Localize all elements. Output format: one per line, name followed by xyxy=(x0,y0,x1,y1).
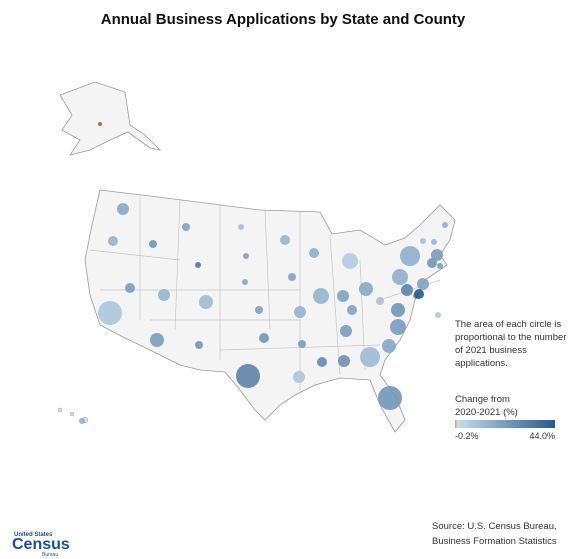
bubble xyxy=(308,247,320,259)
note: The area of each circle is proportional … xyxy=(455,319,567,369)
legend-low-mark xyxy=(455,420,457,428)
bubble xyxy=(98,301,122,325)
bubble xyxy=(341,252,359,270)
bubble xyxy=(98,122,102,126)
bubble xyxy=(258,332,270,344)
bubble xyxy=(312,287,330,305)
bubble xyxy=(339,324,353,338)
bubble xyxy=(430,238,438,246)
bubble xyxy=(124,282,136,294)
bubble xyxy=(441,221,449,229)
bubble xyxy=(157,288,171,302)
source-2: Business Formation Statistics xyxy=(432,536,557,547)
logo-bottom: Bureau xyxy=(42,552,58,558)
logo-top: United States xyxy=(14,532,53,538)
title: Annual Business Applications by State an… xyxy=(101,11,466,28)
bubble xyxy=(316,356,328,368)
legend-gradient xyxy=(455,420,555,428)
bubble xyxy=(358,281,374,297)
source-1: Source: U.S. Census Bureau, xyxy=(432,521,557,532)
legend-min-label: -0.2% xyxy=(455,431,479,441)
alaska xyxy=(59,81,162,156)
legend-max-label: 44.0% xyxy=(529,431,555,441)
bubble xyxy=(149,332,165,348)
bubble xyxy=(198,294,214,310)
bubble xyxy=(378,386,402,410)
bubble xyxy=(346,304,358,316)
bubble xyxy=(436,262,444,270)
bubble xyxy=(237,223,245,231)
bubble xyxy=(426,257,438,269)
bubble xyxy=(194,340,204,350)
bubble xyxy=(375,296,385,306)
bubble xyxy=(400,283,414,297)
us-outline xyxy=(84,189,456,433)
bubble xyxy=(391,268,409,286)
hawaii-island xyxy=(57,407,63,413)
bubble xyxy=(194,261,202,269)
bubble xyxy=(116,202,130,216)
bubble xyxy=(181,222,191,232)
bubble xyxy=(400,246,420,266)
bubble xyxy=(389,318,407,336)
bubble xyxy=(107,235,119,247)
bubble xyxy=(148,239,158,249)
bubble xyxy=(390,302,406,318)
bubble xyxy=(336,289,350,303)
logo-main: Census xyxy=(12,536,70,553)
state-lines xyxy=(89,196,441,390)
bubble xyxy=(293,305,307,319)
bubble xyxy=(297,339,307,349)
bubble xyxy=(416,277,430,291)
bubble xyxy=(360,347,380,367)
bubble xyxy=(242,252,250,260)
bubble xyxy=(292,370,306,384)
bubble xyxy=(241,278,249,286)
bubble xyxy=(78,417,86,425)
bubble xyxy=(413,288,425,300)
legend-title: Change from 2020-2021 (%) xyxy=(455,394,518,418)
bubble xyxy=(381,338,397,354)
bubble xyxy=(254,305,264,315)
bubble xyxy=(236,364,260,388)
bubble xyxy=(430,248,444,262)
bubble xyxy=(419,237,427,245)
hawaii-island xyxy=(69,411,75,417)
bubble xyxy=(279,234,291,246)
bubble xyxy=(337,354,351,368)
bubble xyxy=(434,311,442,319)
bubble xyxy=(287,272,297,282)
